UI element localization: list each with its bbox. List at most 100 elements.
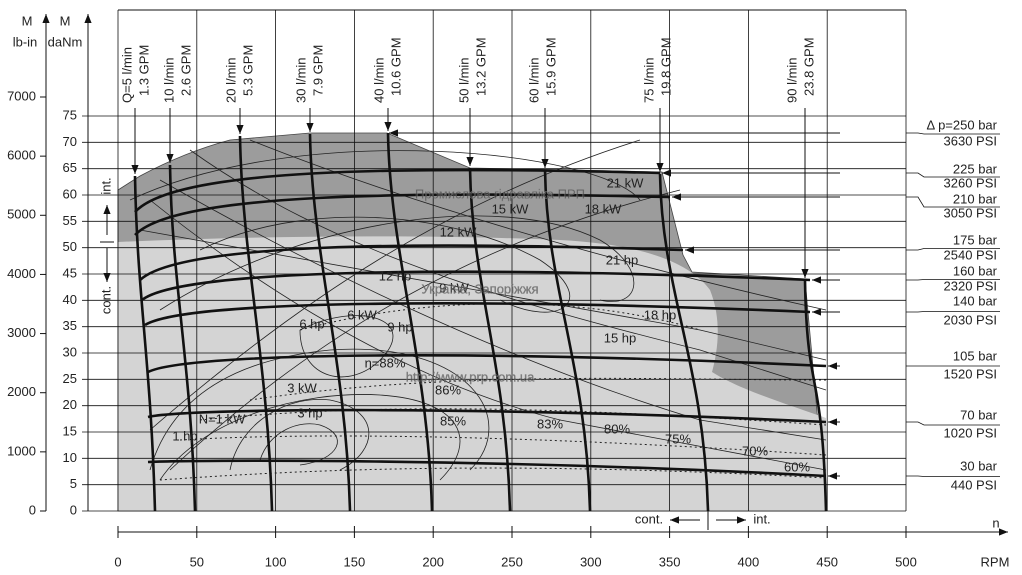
pressure-line: [147, 354, 827, 374]
pressure-psi-label: 1020 PSI: [944, 425, 998, 440]
leader-line: [906, 248, 1000, 251]
performance-curve: [159, 394, 461, 481]
lbin-tick-label: 5000: [7, 207, 36, 222]
rpm-tick-label: 0: [114, 554, 121, 569]
flow-line: [468, 167, 512, 512]
annotation: 1 hp: [172, 428, 197, 443]
annotation: 9 kW: [439, 280, 469, 295]
watermark: http://www.prp.com.ua: [406, 369, 535, 384]
danm-tick-label: 10: [63, 450, 77, 465]
annotation: 80%: [604, 421, 630, 436]
flow-gpm-label: 2.6 GPM: [178, 45, 193, 96]
flow-lpm-label: 60 l/min: [526, 57, 541, 103]
annotation: 15 kW: [492, 201, 530, 216]
danm-tick-label: 20: [63, 397, 77, 412]
annotation: 75%: [665, 431, 691, 446]
pressure-bar-label: 105 bar: [953, 348, 998, 363]
zone-label: int.: [98, 177, 113, 194]
leader-line: [906, 132, 1000, 135]
labels: 0100020003000400050006000700005101520253…: [7, 13, 1009, 569]
annotation: 18 hp: [644, 307, 677, 322]
lbin-tick-label: 2000: [7, 384, 36, 399]
pressure-psi-label: 2320 PSI: [944, 278, 998, 293]
performance-curve: [159, 179, 827, 441]
axis-title: M: [22, 13, 33, 28]
annotation: 18 kW: [585, 201, 623, 216]
flow-lpm-label: Q=5 l/min: [119, 47, 134, 103]
flow-gpm-label: 7.9 GPM: [310, 45, 325, 96]
zone-label: cont.: [635, 511, 663, 526]
flow-line: [386, 132, 434, 512]
danm-tick-label: 35: [63, 318, 77, 333]
flow-gpm-label: 5.3 GPM: [240, 45, 255, 96]
leader-line: [906, 421, 1000, 426]
danm-tick-label: 75: [63, 107, 77, 122]
flow-line: [803, 279, 828, 512]
pressure-line: [147, 459, 827, 478]
rpm-tick-label: 350: [659, 554, 681, 569]
pressure-psi-label: 3050 PSI: [944, 205, 998, 220]
efficiency-curve: [179, 435, 827, 456]
performance-curve: [159, 215, 635, 311]
flow-line: [543, 169, 592, 512]
rpm-tick-label: 200: [422, 554, 444, 569]
flow-lpm-label: 90 l/min: [784, 57, 799, 103]
leader-line: [906, 475, 1000, 477]
zone-label: int.: [753, 511, 770, 526]
pressure-bar-label: 140 bar: [953, 293, 998, 308]
axis-title: n: [992, 515, 999, 530]
danm-tick-label: 0: [70, 502, 77, 517]
flow-line: [658, 173, 710, 512]
lbin-tick-label: 0: [29, 502, 36, 517]
annotation: 3 hp: [297, 405, 322, 420]
performance-curve: [129, 150, 641, 201]
flow-lpm-label: 10 l/min: [161, 57, 176, 103]
pressure-bar-label: 70 bar: [960, 407, 998, 422]
axis-title: M: [60, 13, 71, 28]
pressure-psi-label: 2030 PSI: [944, 312, 998, 327]
flow-gpm-label: 1.3 GPM: [136, 45, 151, 96]
leader-line: [906, 279, 1000, 281]
leader-line: [906, 196, 1000, 208]
danm-tick-label: 25: [63, 371, 77, 386]
lbin-tick-label: 7000: [7, 88, 36, 103]
performance-curve: [299, 315, 394, 378]
danm-tick-label: 60: [63, 186, 77, 201]
flow-lpm-label: 75 l/min: [641, 57, 656, 103]
pressure-bar-label: 175 bar: [953, 232, 998, 247]
flow-lpm-label: 30 l/min: [293, 57, 308, 103]
annotation: 21 kW: [607, 175, 645, 190]
lbin-tick-label: 6000: [7, 148, 36, 163]
curves: [100, 108, 1000, 530]
flow-gpm-label: 23.8 GPM: [801, 37, 816, 96]
flow-lpm-label: 40 l/min: [371, 57, 386, 103]
annotation: 3 kW: [287, 380, 317, 395]
flow-line: [133, 175, 157, 512]
annotation: 85%: [440, 413, 466, 428]
annotation: 12 hp: [379, 268, 412, 283]
pressure-line: [134, 168, 661, 213]
efficiency-curve: [249, 377, 827, 401]
flow-lpm-label: 20 l/min: [223, 57, 238, 103]
pressure-psi-label: 3630 PSI: [944, 133, 998, 148]
flow-line: [308, 133, 352, 512]
danm-tick-label: 65: [63, 160, 77, 175]
danm-tick-label: 30: [63, 344, 77, 359]
danm-tick-label: 5: [70, 476, 77, 491]
rpm-tick-label: 50: [190, 554, 204, 569]
danm-tick-label: 45: [63, 265, 77, 280]
leader-line: [906, 172, 1000, 178]
flow-lpm-label: 50 l/min: [456, 57, 471, 103]
annotation: 21 hp: [606, 252, 639, 267]
performance-curve: [229, 398, 370, 471]
pressure-line: [139, 244, 684, 281]
efficiency-curve: [159, 467, 827, 481]
annotation: 6 kW: [347, 307, 377, 322]
danm-tick-label: 50: [63, 239, 77, 254]
flow-line: [238, 135, 274, 512]
annotation: 83%: [537, 416, 563, 431]
pressure-bar-label: 160 bar: [953, 263, 998, 278]
pressure-line: [147, 408, 827, 424]
annotation: 6 hp: [299, 316, 324, 331]
